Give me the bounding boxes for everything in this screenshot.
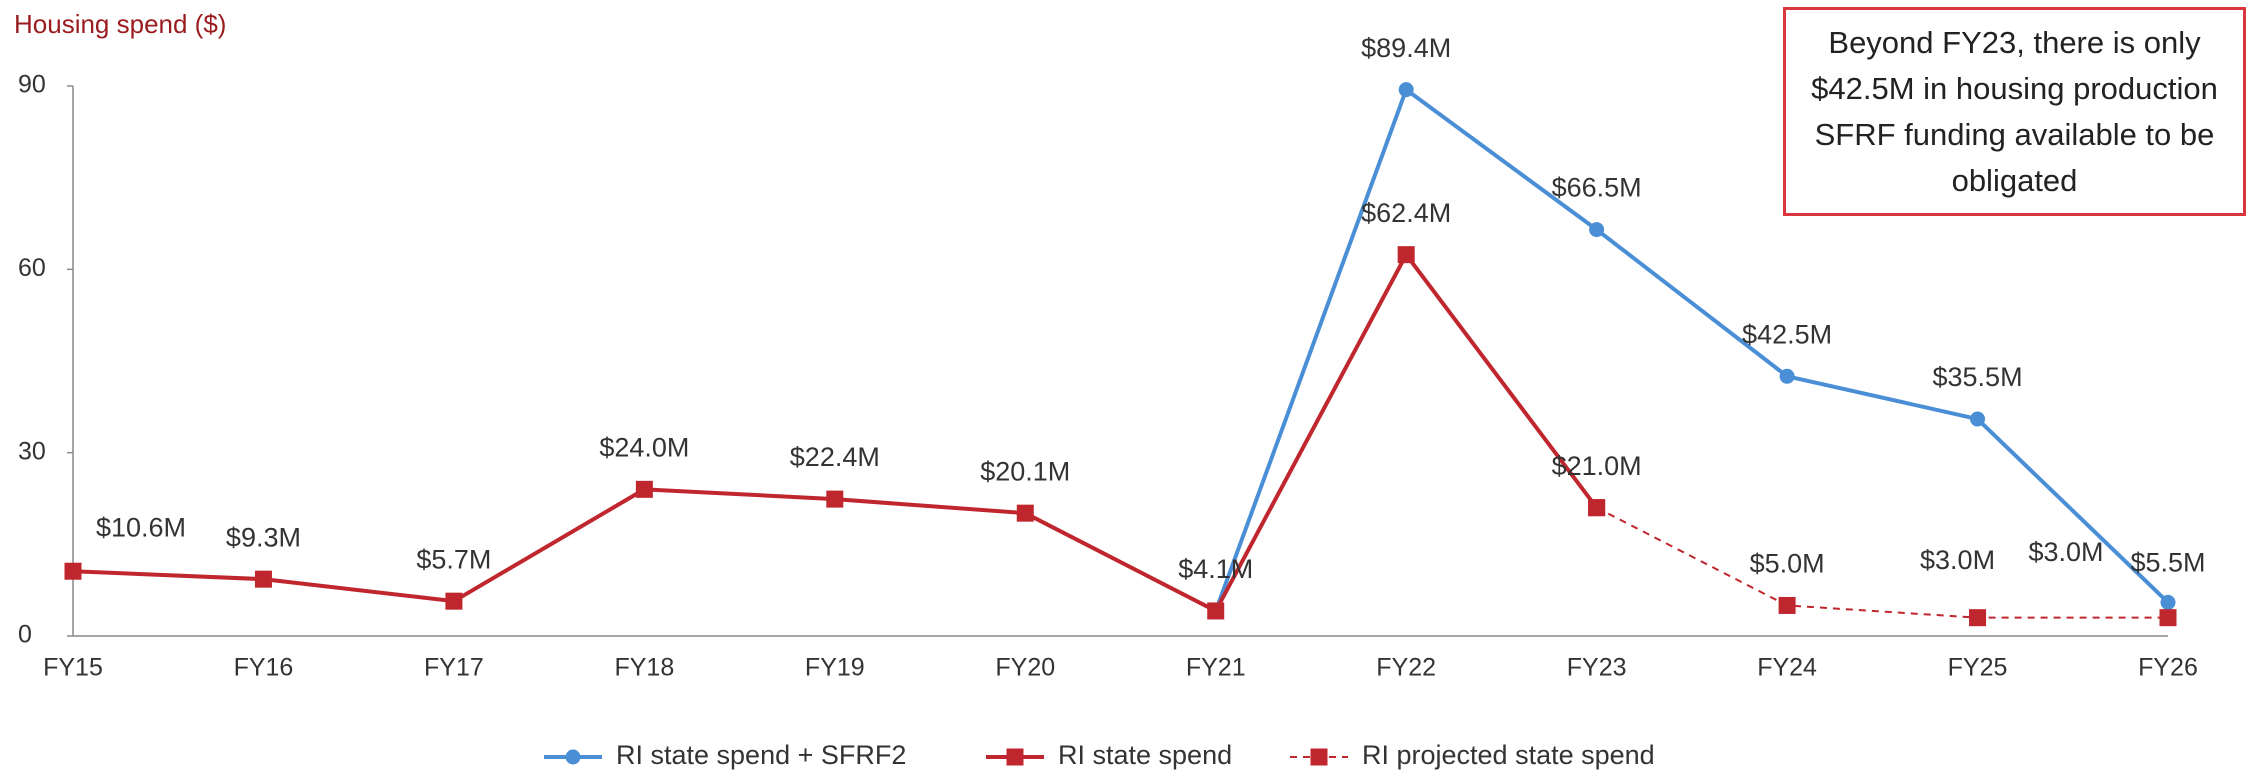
point [1016,504,1034,522]
y-tick-label: 60 [18,254,46,282]
point [254,570,272,588]
x-tick-label: FY15 [43,654,103,682]
point [2160,594,2176,610]
series-line [72,252,1599,613]
x-tick-label: FY24 [1757,654,1817,682]
x-tick-label: FY25 [1948,654,2008,682]
data-label: $9.3M [226,522,301,552]
data-label: $35.5M [1933,362,2023,392]
legend-marker [565,749,581,765]
legend-marker [1310,748,1328,766]
legend-label: RI projected state spend [1362,740,1655,770]
point [635,480,653,498]
data-label: $5.5M [2130,548,2205,578]
point [64,562,82,580]
point [1969,609,1987,627]
y-tick-label: 0 [18,621,32,649]
annotation: Beyond FY23, there is only $42.5M in hou… [1783,7,2246,216]
point [1398,82,1414,98]
data-label: $66.5M [1552,173,1642,203]
point [1778,596,1796,614]
y-tick-label: 90 [18,71,46,99]
point [1589,222,1605,238]
legend-label: RI state spend + SFRF2 [616,740,906,770]
point [2159,609,2177,627]
x-tick-label: FY26 [2138,654,2198,682]
data-label: $62.4M [1361,198,1451,228]
point [826,490,844,508]
point [1779,368,1795,384]
y-tick-label: 30 [18,437,46,465]
x-tick-label: FY23 [1567,654,1627,682]
x-tick-label: FY21 [1186,654,1246,682]
legend-label: RI state spend [1058,740,1232,770]
data-label: $3.0M [2028,537,2103,567]
data-label: $5.0M [1750,549,1825,579]
point [1970,411,1986,427]
data-label: $20.1M [980,456,1070,486]
data-label: $42.5M [1742,319,1832,349]
point [445,592,463,610]
y-axis-title: Housing spend ($) [14,9,226,39]
x-tick-label: FY16 [234,654,294,682]
data-label: $21.0M [1552,451,1642,481]
x-tick-label: FY22 [1376,654,1436,682]
point [1207,602,1225,620]
point [1397,246,1415,264]
series-line [1596,506,2168,619]
data-label: $10.6M [96,512,186,542]
legend-marker [1006,748,1024,766]
x-tick-label: FY17 [424,654,484,682]
x-tick-label: FY18 [614,654,674,682]
point [1588,499,1606,517]
data-label: $24.0M [599,432,689,462]
data-label: $22.4M [790,442,880,472]
data-label: $3.0M [1920,545,1995,575]
x-tick-label: FY19 [805,654,865,682]
data-label: $4.1M [1178,554,1253,584]
data-label: $89.4M [1361,33,1451,63]
data-label: $5.7M [416,544,491,574]
series-line [1213,87,2170,612]
x-tick-label: FY20 [995,654,1055,682]
